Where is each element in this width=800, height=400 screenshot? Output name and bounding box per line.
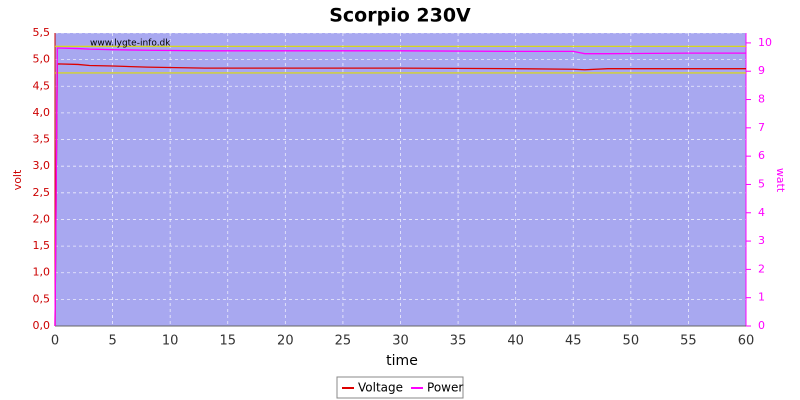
legend-label: Voltage <box>358 381 403 395</box>
series-line <box>54 63 746 327</box>
y2-tick-label: 1 <box>758 291 765 304</box>
x-tick-label: 20 <box>277 334 294 349</box>
legend-label: Power <box>427 381 463 395</box>
x-tick-label: 15 <box>219 334 236 349</box>
x-axis-label: time <box>386 353 418 369</box>
y-tick-label: 5,0 <box>33 53 51 66</box>
x-tick-label: 55 <box>680 334 697 349</box>
x-tick-label: 40 <box>507 334 524 349</box>
y2-axis-label: watt <box>774 168 787 193</box>
y-axis-label: volt <box>11 169 24 190</box>
y-tick-label: 3,0 <box>33 159 51 172</box>
x-tick-label: 60 <box>738 334 755 349</box>
y-tick-label: 2,5 <box>33 186 51 199</box>
x-tick-label: 35 <box>450 334 467 349</box>
y-tick-label: 1,0 <box>33 266 51 279</box>
y2-tick-label: 9 <box>758 64 765 77</box>
y-tick-label: 4,0 <box>33 106 51 119</box>
y-tick-label: 0,0 <box>33 319 51 332</box>
y-tick-label: 1,5 <box>33 239 51 252</box>
y2-tick-label: 5 <box>758 177 765 190</box>
y2-tick-label: 8 <box>758 93 765 106</box>
y2-tick-label: 4 <box>758 206 765 219</box>
y2-tick-label: 3 <box>758 234 765 247</box>
watermark: www.lygte-info.dk <box>90 39 171 49</box>
y-tick-label: 0,5 <box>33 292 51 305</box>
chart-title: Scorpio 230V <box>329 5 471 27</box>
y2-tick-label: 2 <box>758 262 765 275</box>
y-tick-label: 2,0 <box>33 212 51 225</box>
y-tick-label: 4,5 <box>33 79 51 92</box>
y2-tick-label: 0 <box>758 319 765 332</box>
y2-tick-label: 10 <box>758 36 772 49</box>
x-tick-label: 45 <box>565 334 582 349</box>
x-tick-label: 50 <box>623 334 640 349</box>
legend-box <box>336 376 464 399</box>
y-tick-label: 5,5 <box>33 26 51 39</box>
x-tick-label: 5 <box>108 334 116 349</box>
y2-tick-label: 7 <box>758 121 765 134</box>
x-tick-label: 30 <box>392 334 409 349</box>
x-tick-label: 25 <box>335 334 352 349</box>
y-tick-label: 3,5 <box>33 133 51 146</box>
series-line <box>54 47 746 327</box>
y2-tick-label: 6 <box>758 149 765 162</box>
x-tick-label: 10 <box>162 334 179 349</box>
x-tick-label: 0 <box>51 334 59 349</box>
